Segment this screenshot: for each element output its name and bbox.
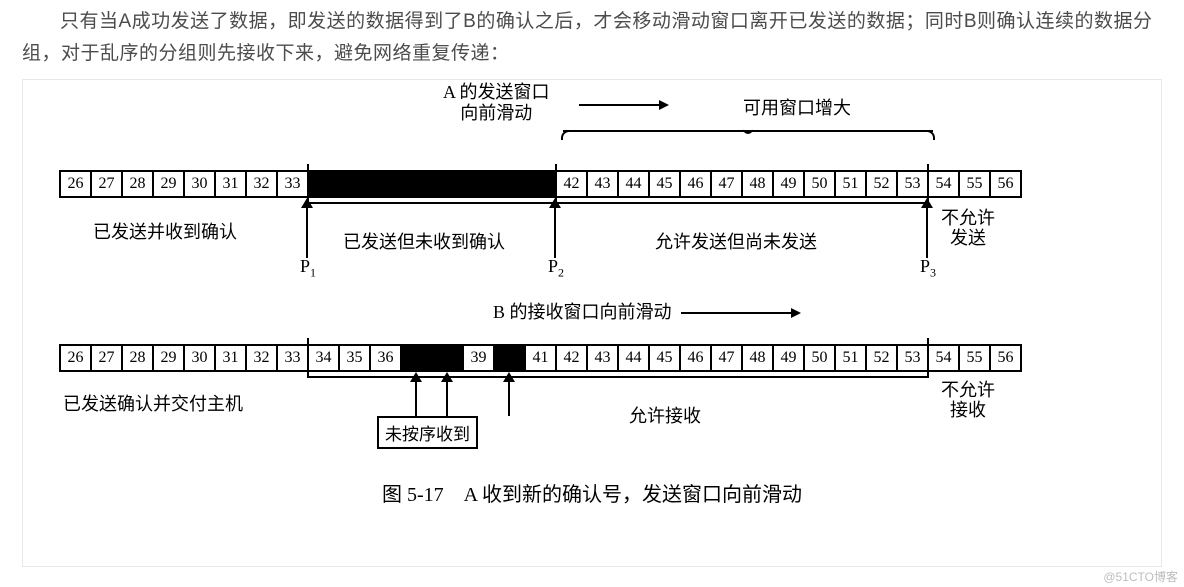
seq-cell: 47	[710, 344, 743, 372]
bot-left-line	[307, 338, 309, 378]
seq-cell: 31	[214, 170, 247, 198]
seq-cell: 26	[59, 344, 92, 372]
intro-text: 只有当A成功发送了数据，即发送的数据得到了B的确认之后，才会移动滑动窗口离开已发…	[22, 11, 1153, 64]
seq-cell: 48	[741, 344, 774, 372]
not-allowed-recv-label: 不允许接收	[941, 380, 995, 421]
allow-recv-label: 允许接收	[629, 402, 701, 428]
delivered-label: 已发送确认并交付主机	[63, 390, 243, 416]
seq-cell: 45	[648, 170, 681, 198]
seq-cell: 54	[927, 344, 960, 372]
seq-cell: 47	[710, 170, 743, 198]
seq-cell: 32	[245, 344, 278, 372]
seq-cell: 42	[555, 170, 588, 198]
seq-cell: 55	[958, 170, 991, 198]
receiver-row: 2627282930313233343536 39 4142434445464748…	[59, 344, 1022, 372]
seq-cell: 33	[276, 344, 309, 372]
seq-cell: 32	[245, 170, 278, 198]
seq-cell: 44	[617, 344, 650, 372]
intro-paragraph: 只有当A成功发送了数据，即发送的数据得到了B的确认之后，才会移动滑动窗口离开已发…	[0, 0, 1184, 71]
seq-cell: 51	[834, 344, 867, 372]
seq-cell	[400, 344, 433, 372]
out-of-order-box: 未按序收到	[377, 416, 478, 449]
seq-cell: 50	[803, 170, 836, 198]
seq-cell: 27	[90, 170, 123, 198]
seq-cell: 30	[183, 344, 216, 372]
seq-cell: 27	[90, 344, 123, 372]
seq-cell	[462, 170, 495, 198]
watermark: @51CTO博客	[1103, 568, 1178, 585]
seq-cell: 28	[121, 344, 154, 372]
seq-cell: 34	[307, 344, 340, 372]
seq-cell: 56	[989, 170, 1022, 198]
seq-cell: 53	[896, 170, 929, 198]
seq-cell: 33	[276, 170, 309, 198]
seq-cell: 50	[803, 344, 836, 372]
usable-label: 允许发送但尚未发送	[655, 228, 817, 254]
seq-cell: 46	[679, 344, 712, 372]
acked-label: 已发送并收到确认	[93, 218, 237, 244]
seq-cell	[338, 170, 371, 198]
p2-label: P2	[548, 256, 564, 281]
sender-row: 2627282930313233 424344454647484950515253…	[59, 170, 1022, 198]
seq-cell: 54	[927, 170, 960, 198]
seq-cell: 55	[958, 344, 991, 372]
seq-cell: 35	[338, 344, 371, 372]
seq-cell: 53	[896, 344, 929, 372]
bot-window-underline	[307, 376, 929, 378]
seq-cell: 26	[59, 170, 92, 198]
seq-cell: 29	[152, 170, 185, 198]
seq-cell: 29	[152, 344, 185, 372]
seq-cell: 46	[679, 170, 712, 198]
figure-5-17: A 的发送窗口向前滑动 可用窗口增大 262728293031323342434…	[22, 79, 1162, 567]
seq-cell	[369, 170, 402, 198]
seq-cell: 36	[369, 344, 402, 372]
seq-cell: 43	[586, 344, 619, 372]
seq-cell: 30	[183, 170, 216, 198]
seq-cell: 44	[617, 170, 650, 198]
seq-cell: 48	[741, 170, 774, 198]
seq-cell: 51	[834, 170, 867, 198]
sent-unacked-label: 已发送但未收到确认	[343, 228, 505, 254]
seq-cell	[307, 170, 340, 198]
seq-cell: 56	[989, 344, 1022, 372]
seq-cell: 45	[648, 344, 681, 372]
seq-cell: 49	[772, 344, 805, 372]
seq-cell: 43	[586, 170, 619, 198]
b-slide-label: B 的接收窗口向前滑动	[493, 298, 801, 324]
seq-cell: 52	[865, 170, 898, 198]
p3-label: P3	[920, 256, 936, 281]
seq-cell: 49	[772, 170, 805, 198]
seq-cell: 31	[214, 344, 247, 372]
p1-label: P1	[300, 256, 316, 281]
seq-cell: 42	[555, 344, 588, 372]
seq-cell	[493, 344, 526, 372]
seq-cell	[493, 170, 526, 198]
seq-cell: 41	[524, 344, 557, 372]
top-window-underline	[307, 202, 929, 204]
seq-cell	[431, 170, 464, 198]
seq-cell: 52	[865, 344, 898, 372]
usable-window-label: 可用窗口增大	[743, 94, 851, 120]
a-slide-arrow	[579, 94, 669, 115]
seq-cell	[524, 170, 557, 198]
a-slide-label: A 的发送窗口向前滑动	[443, 82, 550, 125]
seq-cell	[400, 170, 433, 198]
bot-right-line	[927, 338, 929, 378]
not-allowed-send-label: 不允许发送	[941, 208, 995, 249]
usable-brace	[563, 130, 933, 140]
figure-caption: 图 5-17 A 收到新的确认号，发送窗口向前滑动	[23, 478, 1161, 507]
seq-cell: 39	[462, 344, 495, 372]
seq-cell: 28	[121, 170, 154, 198]
seq-cell	[431, 344, 464, 372]
